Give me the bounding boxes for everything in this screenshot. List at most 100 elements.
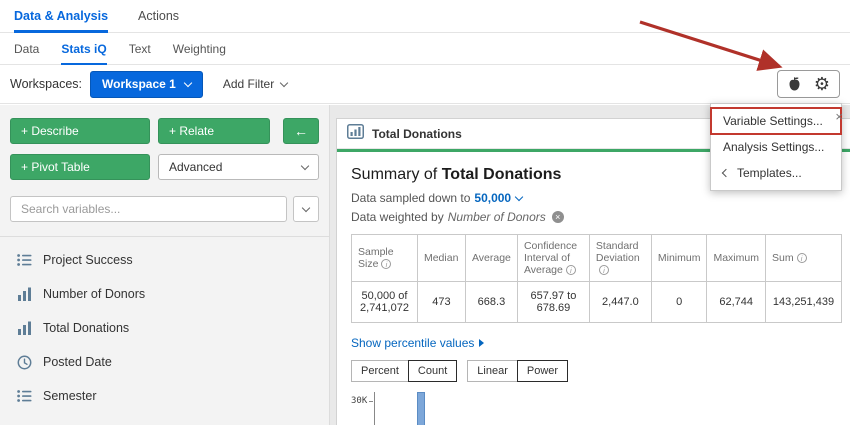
cell-minimum: 0 (650, 281, 708, 323)
info-icon[interactable]: i (381, 259, 392, 269)
bar-chart-icon (347, 123, 364, 144)
tab-stats-iq[interactable]: Stats iQ (61, 33, 108, 65)
variable-item-number-of-donors[interactable]: Number of Donors (10, 277, 319, 311)
toggle-linear[interactable]: Linear (467, 360, 518, 382)
sample-size-dropdown[interactable]: 50,000 (474, 191, 524, 205)
info-icon[interactable]: i (598, 265, 609, 275)
tab-data[interactable]: Data (14, 41, 40, 56)
weighted-prefix: Data weighted by (351, 210, 444, 224)
variable-name: Total Donations (43, 321, 130, 335)
toolbar-icon-group: ⚙ (776, 70, 840, 98)
show-percentile-link[interactable]: Show percentile values (351, 336, 842, 350)
sidebar: + Describe + Relate ← + Pivot Table Adva… (0, 105, 330, 425)
variable-name: Project Success (43, 253, 133, 267)
top-nav: Data & Analysis Actions (0, 0, 850, 33)
header-standard-deviation: Standard Deviationi (588, 234, 652, 282)
stats-header-row: Sample Size i Median Average Confidence I… (351, 234, 843, 282)
tab-text[interactable]: Text (128, 41, 151, 56)
sub-nav: Data Stats iQ Text Weighting (0, 33, 850, 65)
variable-name: Semester (43, 389, 97, 403)
cell-standard-deviation: 2,447.0 (588, 281, 652, 323)
toggle-count[interactable]: Count (407, 360, 458, 382)
search-variables-input[interactable] (10, 196, 287, 222)
cell-sample-size: 50,000 of 2,741,072 (351, 281, 418, 323)
weighting-line: Data weighted by Number of Donors × (351, 210, 842, 224)
list-icon (16, 389, 32, 403)
summary-subject: Total Donations (441, 166, 562, 183)
cell-sum: 143,251,439 (764, 281, 843, 323)
bar-chart-icon (16, 287, 32, 301)
apple-icon[interactable] (787, 76, 802, 92)
chevron-down-icon (301, 203, 311, 212)
header-confidence-interval: Confidence Interval of Average i (516, 234, 590, 282)
variable-item-semester[interactable]: Semester (10, 379, 319, 413)
count-percent-toggle: Percent Count (351, 360, 458, 382)
variable-item-project-success[interactable]: Project Success (10, 243, 319, 277)
header-sum: Sum i (764, 234, 843, 282)
stats-value-row: 50,000 of 2,741,072 473 668.3 657.97 to … (351, 281, 843, 323)
y-axis-line (374, 392, 375, 425)
toggle-percent[interactable]: Percent (351, 360, 409, 382)
tab-weighting[interactable]: Weighting (172, 41, 226, 56)
close-icon[interactable]: × (835, 109, 843, 124)
advanced-label: Advanced (169, 160, 223, 174)
y-axis-tick-label: 30K (351, 396, 368, 406)
menu-item-analysis-settings[interactable]: Analysis Settings... (723, 140, 825, 154)
collapse-panel-button[interactable]: ← (283, 118, 319, 144)
workspace-name: Workspace 1 (102, 77, 176, 91)
bar-chart-icon (16, 321, 32, 335)
variable-item-total-donations[interactable]: Total Donations (10, 311, 319, 345)
list-icon (16, 253, 32, 267)
pivot-table-button[interactable]: + Pivot Table (10, 154, 150, 180)
clock-icon (16, 355, 32, 370)
chart-toggles: Percent Count Linear Power (351, 360, 842, 382)
search-options-button[interactable] (293, 196, 319, 222)
cell-maximum: 62,744 (706, 281, 766, 323)
variable-name: Posted Date (43, 355, 112, 369)
describe-button[interactable]: + Describe (10, 118, 150, 144)
header-median: Median (416, 234, 466, 282)
chevron-left-icon (721, 168, 731, 178)
sample-size-line: Data sampled down to 50,000 (351, 191, 842, 205)
menu-item-variable-settings[interactable]: Variable Settings... (710, 107, 842, 135)
header-average: Average (464, 234, 518, 282)
chevron-down-icon (300, 161, 310, 170)
tab-data-and-analysis[interactable]: Data & Analysis (14, 0, 109, 33)
menu-item-templates[interactable]: Templates... (711, 160, 841, 186)
header-maximum: Maximum (706, 234, 766, 282)
header-minimum: Minimum (650, 234, 708, 282)
tab-actions[interactable]: Actions (138, 9, 180, 23)
variable-list: Project Success Number of Donors (10, 237, 319, 413)
card-accent-bar (337, 149, 850, 152)
variable-item-posted-date[interactable]: Posted Date (10, 345, 319, 379)
advanced-dropdown[interactable]: Advanced (158, 154, 319, 180)
settings-menu: Variable Settings... Analysis Settings..… (710, 103, 842, 191)
cell-median: 473 (416, 281, 466, 323)
chevron-down-icon (279, 78, 289, 87)
analysis-buttons-row-1: + Describe + Relate ← (10, 118, 319, 144)
info-icon[interactable]: i (796, 253, 807, 263)
y-axis-tick (369, 401, 373, 402)
analysis-buttons-row-2: + Pivot Table Advanced (10, 154, 319, 180)
relate-button[interactable]: + Relate (158, 118, 270, 144)
add-filter-button[interactable]: Add Filter (223, 77, 289, 91)
scale-toggle: Linear Power (467, 360, 569, 382)
remove-weighting-icon[interactable]: × (551, 211, 564, 223)
summary-heading: Summary of Total Donations (351, 166, 842, 184)
cell-average: 668.3 (464, 281, 518, 323)
total-donations-card: Total Donations Summary of Total Donatio… (336, 118, 850, 425)
search-row (10, 196, 319, 222)
toggle-power[interactable]: Power (516, 360, 569, 382)
variable-name: Number of Donors (43, 287, 146, 301)
info-icon[interactable]: i (565, 265, 576, 275)
cell-confidence-interval: 657.97 to 678.69 (516, 281, 590, 323)
workspace-toolbar: Workspaces: Workspace 1 Add Filter ⚙ (0, 65, 850, 104)
summary-prefix: Summary of (351, 166, 438, 183)
histogram: 30K (351, 392, 842, 425)
header-sample-size: Sample Size i (351, 234, 418, 282)
apple-icon-svg (789, 77, 800, 91)
workspace-dropdown-button[interactable]: Workspace 1 (90, 70, 203, 98)
summary-stats-table: Sample Size i Median Average Confidence I… (351, 234, 843, 323)
gear-icon[interactable]: ⚙ (813, 74, 830, 94)
